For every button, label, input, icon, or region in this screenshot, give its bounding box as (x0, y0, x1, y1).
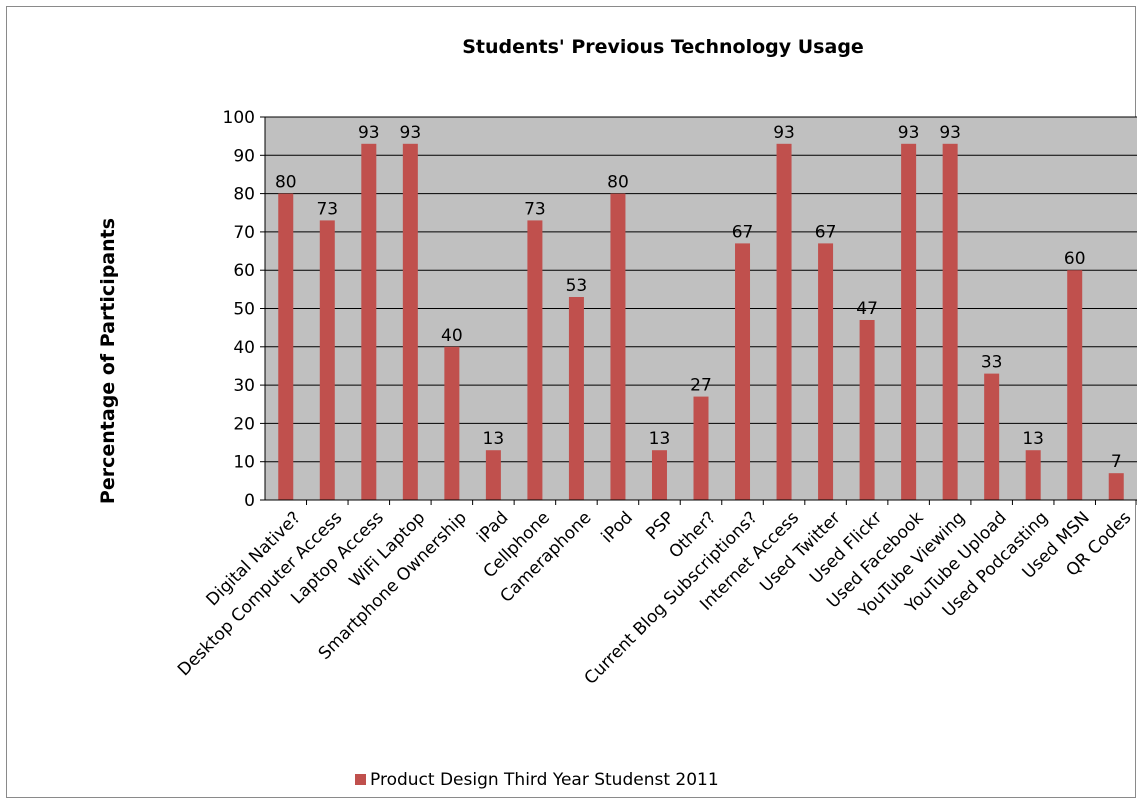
data-label: 33 (981, 353, 1003, 373)
data-label: 93 (358, 123, 380, 143)
data-labels: 80 73 93 93 40 13 73 53 80 13 27 67 93 67 47 93 93 33 13 60… (275, 123, 1122, 472)
bar (568, 297, 584, 500)
bar (278, 193, 294, 500)
bar (735, 243, 751, 500)
legend-swatch (355, 774, 366, 785)
data-label: 13 (483, 429, 505, 449)
y-tick-label: 80 (233, 185, 255, 205)
data-label: 67 (732, 222, 754, 242)
bar (984, 373, 1000, 500)
bar (527, 220, 543, 500)
bar (610, 193, 626, 500)
data-label: 73 (316, 199, 338, 219)
chart-title: Students' Previous Technology Usage (462, 36, 864, 58)
bar (402, 143, 418, 500)
data-label: 53 (566, 276, 588, 296)
data-label: 13 (649, 429, 671, 449)
x-category-labels: Digital Native?Desktop Computer AccessLa… (174, 508, 1135, 689)
y-tick-labels: 0 10 20 30 40 50 60 70 80 90 100 (223, 108, 265, 511)
y-tick-label: 10 (233, 453, 255, 473)
y-tick-label: 20 (233, 414, 255, 434)
bar (776, 143, 792, 500)
data-label: 93 (898, 123, 920, 143)
x-category-label: iPod (598, 508, 637, 547)
y-tick-label: 90 (233, 146, 255, 166)
bar (901, 143, 917, 500)
y-tick-label: 40 (233, 338, 255, 358)
y-axis-label: Percentage of Participants (97, 218, 119, 504)
chart-frame: Students' Previous Technology Usage Perc… (6, 6, 1137, 798)
y-tick-label: 70 (233, 223, 255, 243)
data-label: 7 (1111, 452, 1122, 472)
bar (859, 319, 875, 500)
bar (1025, 450, 1041, 500)
y-tick-label: 60 (233, 261, 255, 281)
data-label: 80 (275, 173, 297, 193)
bar (361, 143, 377, 500)
bar (1108, 473, 1124, 500)
data-label: 93 (939, 123, 961, 143)
data-label: 93 (773, 123, 795, 143)
data-label: 73 (524, 199, 546, 219)
legend-label: Product Design Third Year Studenst 2011 (370, 770, 719, 790)
chart-svg: Students' Previous Technology Usage Perc… (97, 36, 1137, 790)
legend: Product Design Third Year Studenst 2011 (355, 770, 719, 790)
data-label: 47 (856, 299, 878, 319)
y-tick-label: 30 (233, 376, 255, 396)
data-label: 60 (1064, 249, 1086, 269)
data-label: 27 (690, 376, 712, 396)
bars (278, 143, 1124, 500)
bar (485, 450, 501, 500)
bar (693, 396, 709, 500)
bar (444, 346, 460, 500)
bar (818, 243, 834, 500)
data-label: 40 (441, 326, 463, 346)
y-tick-label: 50 (233, 300, 255, 320)
bar (942, 143, 958, 500)
y-tick-label: 0 (244, 491, 255, 511)
data-label: 93 (400, 123, 422, 143)
y-tick-label: 100 (223, 108, 255, 128)
bar (1067, 270, 1083, 500)
data-label: 67 (815, 222, 837, 242)
bar (319, 220, 335, 500)
data-label: 80 (607, 173, 629, 193)
data-label: 13 (1022, 429, 1044, 449)
bar (651, 450, 667, 500)
x-category-label: PSP (642, 508, 678, 544)
